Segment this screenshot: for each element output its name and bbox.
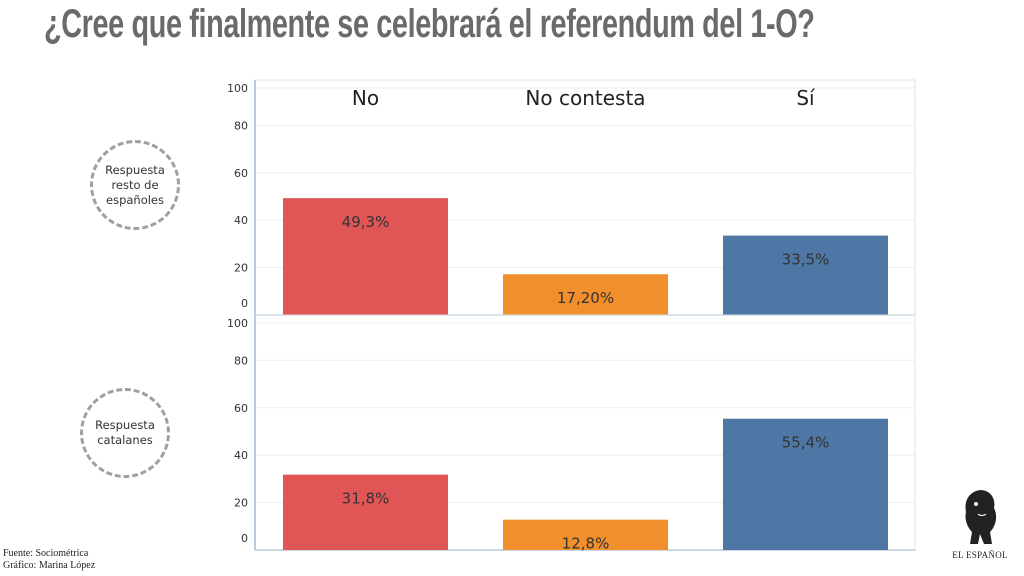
data-label: 17,20%: [557, 289, 614, 307]
y-tick-label: 100: [227, 317, 248, 330]
category-label: No: [352, 86, 379, 110]
panel-label-text: Respuesta resto de españoles: [105, 162, 165, 207]
bar-no: [283, 474, 448, 550]
data-label: 33,5%: [782, 251, 830, 269]
y-tick-label: 80: [234, 119, 248, 132]
y-tick-label: 60: [234, 402, 248, 415]
panel-label-catalanes: Respuesta catalanes: [80, 388, 170, 478]
y-tick-label: 40: [234, 214, 248, 227]
lion-icon: [965, 490, 997, 544]
bar-sí: [723, 235, 888, 315]
el-espanol-logo: EL ESPAÑOL: [950, 488, 1010, 560]
logo-text: EL ESPAÑOL: [952, 550, 1008, 560]
y-tick-label: 20: [234, 497, 248, 510]
y-tick-label: 0: [241, 297, 248, 310]
data-label: 49,3%: [342, 213, 390, 231]
y-tick-label: 100: [227, 82, 248, 95]
source-text: Fuente: Sociométrica: [3, 548, 89, 559]
bar-no-contesta: [503, 274, 668, 315]
bar-no: [283, 198, 448, 315]
credit-text: Gráfico: Marina López: [3, 560, 96, 571]
y-tick-label: 80: [234, 354, 248, 367]
panel-label-text: Respuesta catalanes: [95, 418, 155, 447]
data-label: 31,8%: [342, 490, 390, 508]
data-label: 55,4%: [782, 434, 830, 452]
y-tick-label: 20: [234, 262, 248, 275]
y-tick-label: 60: [234, 167, 248, 180]
category-label: Sí: [796, 86, 816, 110]
bar-no-contesta: [503, 519, 668, 550]
y-tick-label: 40: [234, 449, 248, 462]
source-note: Fuente: Sociométrica Gráfico: Marina Lóp…: [3, 548, 95, 572]
bar-sí: [723, 418, 888, 550]
data-label: 12,8%: [562, 535, 610, 553]
panel-label-resto: Respuesta resto de españoles: [90, 140, 180, 230]
category-label: No contesta: [525, 86, 645, 110]
chart-title: ¿Cree que finalmente se celebrará el ref…: [44, 2, 815, 46]
y-tick-label: 0: [241, 532, 248, 545]
